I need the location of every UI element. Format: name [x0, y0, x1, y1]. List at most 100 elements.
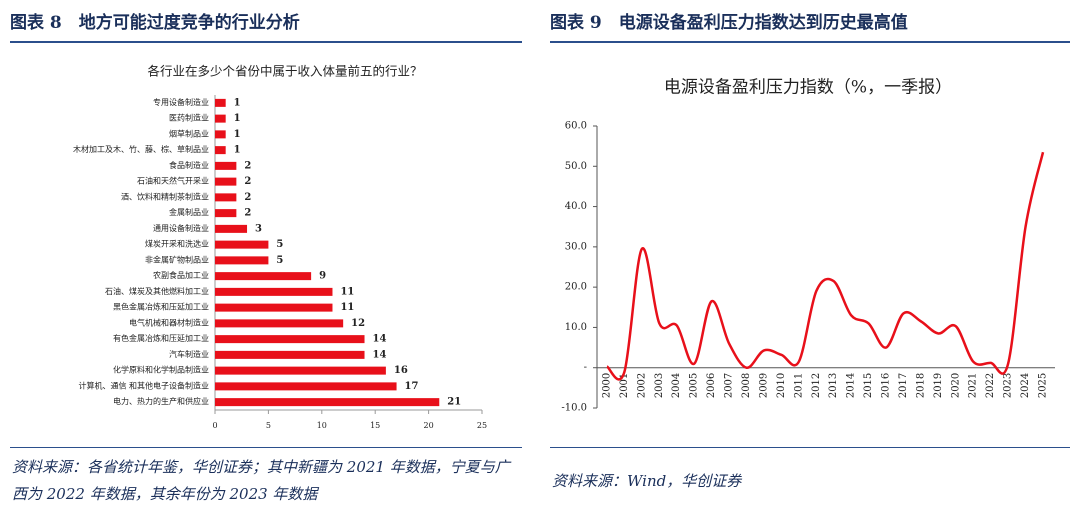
y-tick-label: 非金属矿物制品业: [145, 254, 209, 264]
y-tick-label: 40.0: [565, 201, 587, 212]
y-tick-label: 木材加工及木、竹、藤、棕、草制品业: [73, 144, 209, 154]
y-tick-label: 煤炭开采和洗选业: [145, 239, 209, 249]
bar: [215, 272, 312, 281]
data-label: 5: [276, 239, 283, 250]
x-tick-label: 2001: [619, 373, 630, 398]
x-tick-label: 2003: [654, 373, 665, 398]
bar: [215, 224, 248, 233]
divider: [550, 447, 1070, 448]
y-tick-label: 50.0: [565, 161, 587, 172]
y-tick-label: 化学原料和化学制品制造业: [113, 365, 209, 375]
data-label: 17: [405, 381, 419, 392]
y-tick-label: 金属制品业: [169, 207, 209, 217]
y-tick-label: -10.0: [561, 403, 587, 414]
data-label: 16: [394, 365, 408, 376]
y-tick-label: 食品制造业: [169, 160, 209, 170]
y-tick-label: 20.0: [565, 282, 587, 293]
source-note: 资料来源：各省统计年鉴，华创证券；其中新疆为 2021 年数据，宁夏与广西为 2…: [12, 458, 510, 503]
bar: [215, 114, 226, 123]
y-tick-label: 黑色金属冶炼和压延加工业: [113, 302, 209, 312]
data-label: 14: [373, 349, 387, 360]
y-tick-label: 石油、煤炭及其他燃料加工业: [105, 286, 209, 296]
x-tick-label: 2013: [828, 373, 839, 398]
x-tick-label: 2004: [671, 373, 682, 398]
bar: [215, 98, 226, 107]
x-tick-label: 2021: [968, 373, 979, 398]
x-tick-label: 2020: [950, 373, 961, 398]
data-label: 1: [234, 145, 241, 156]
x-tick-label: 2000: [602, 373, 613, 398]
x-tick-label: 25: [477, 421, 487, 430]
y-tick-label: 医药制造业: [169, 113, 209, 123]
figure-header: 图表 8 地方可能过度竞争的行业分析: [10, 8, 522, 43]
divider: [10, 447, 522, 448]
data-label: 11: [340, 302, 354, 313]
bar: [215, 193, 237, 202]
data-label: 12: [351, 318, 365, 329]
bar: [215, 303, 333, 312]
y-tick-label: 烟草制品业: [169, 128, 209, 138]
y-tick-label: 电气机械和器材制造业: [129, 317, 209, 327]
bar: [215, 335, 365, 344]
x-tick-label: 0: [212, 421, 217, 430]
x-tick-label: 2008: [741, 373, 752, 398]
source-note: 资料来源：Wind，华创证券: [552, 472, 742, 490]
y-tick-label: 30.0: [565, 241, 587, 252]
y-tick-label: 60.0: [565, 121, 587, 132]
data-label: 21: [447, 397, 461, 408]
bar: [215, 382, 397, 391]
x-tick-label: 2015: [863, 373, 874, 398]
x-tick-label: 2014: [846, 373, 857, 398]
bar: [215, 319, 344, 328]
x-tick-label: 2017: [898, 373, 909, 398]
y-tick-label: 农副食品加工业: [153, 270, 209, 280]
x-tick-label: 15: [370, 421, 380, 430]
x-tick-label: 2019: [933, 373, 944, 398]
data-label: 5: [276, 255, 283, 266]
chart-title: 各行业在多少个省份中属于收入体量前五的行业？: [147, 64, 422, 79]
x-tick-label: 2005: [689, 373, 700, 398]
x-tick-label: 2022: [985, 373, 996, 398]
bar: [215, 240, 269, 249]
data-label: 1: [234, 97, 241, 108]
data-label: 11: [340, 286, 354, 297]
bar: [215, 350, 365, 359]
bar: [215, 177, 237, 186]
bar: [215, 161, 237, 170]
data-label: 2: [244, 208, 251, 219]
bar: [215, 256, 269, 265]
data-label: 2: [244, 160, 251, 171]
y-tick-label: 计算机、通信 和其他电子设备制造业: [78, 380, 209, 390]
x-tick-label: 20: [424, 421, 434, 430]
data-label: 14: [373, 334, 387, 345]
y-tick-label: 通用设备制造业: [153, 223, 209, 233]
bar: [215, 146, 226, 155]
y-tick-label: 10.0: [565, 322, 587, 333]
x-tick-label: 2012: [811, 373, 822, 398]
x-tick-label: 2025: [1038, 373, 1049, 398]
x-tick-label: 2023: [1003, 373, 1014, 398]
x-tick-label: 2002: [636, 373, 647, 398]
data-label: 9: [319, 271, 326, 282]
x-tick-label: 10: [317, 421, 327, 430]
x-tick-label: 2016: [881, 373, 892, 398]
data-label: 2: [244, 176, 251, 187]
data-label: 2: [244, 192, 251, 203]
x-tick-label: 2010: [776, 373, 787, 398]
line-series: [606, 151, 1045, 381]
figure-header: 图表 9 电源设备盈利压力指数达到历史最高值: [550, 8, 1070, 43]
bar: [215, 209, 237, 218]
data-label: 1: [234, 129, 241, 140]
x-tick-label: 2024: [1020, 373, 1031, 398]
y-tick-label: 酒、饮料和精制茶制造业: [121, 191, 209, 201]
x-tick-label: 2006: [706, 373, 717, 398]
y-tick-label: 电力、热力的生产和供应业: [113, 396, 209, 406]
x-tick-label: 2011: [793, 373, 804, 398]
y-tick-label: 汽车制造业: [169, 349, 209, 359]
y-tick-label: -: [584, 362, 587, 373]
y-tick-label: 有色金属冶炼和压延加工业: [113, 333, 209, 343]
x-tick-label: 5: [266, 421, 271, 430]
y-tick-label: 专用设备制造业: [153, 97, 209, 107]
x-tick-label: 2007: [724, 373, 735, 398]
